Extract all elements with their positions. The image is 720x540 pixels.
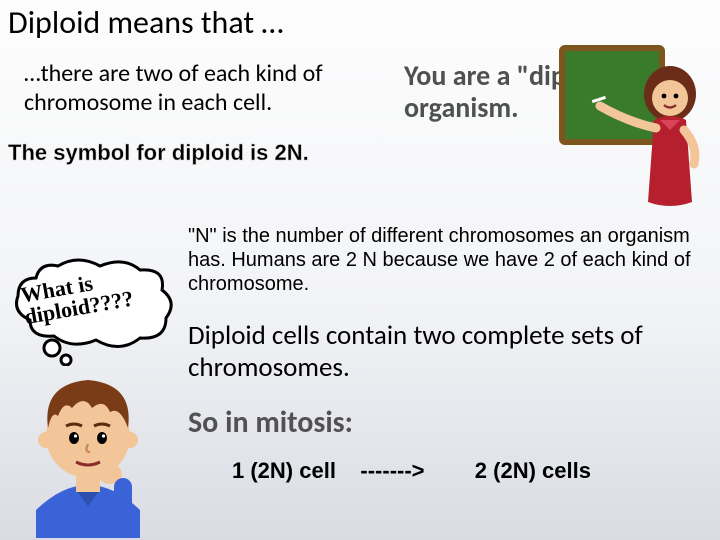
n-explanation-text: "N" is the number of different chromosom… xyxy=(188,224,704,296)
mitosis-right: 2 (2N) cells xyxy=(475,458,591,483)
teacher-illustration xyxy=(558,42,708,210)
slide-subtitle: …there are two of each kind of chromosom… xyxy=(24,60,364,118)
slide-title: Diploid means that … xyxy=(8,3,283,42)
mitosis-left: 1 (2N) cell xyxy=(232,458,336,483)
student-illustration xyxy=(18,350,158,538)
mitosis-heading: So in mitosis: xyxy=(188,404,353,441)
complete-sets-text: Diploid cells contain two complete sets … xyxy=(188,320,708,385)
mitosis-equation: 1 (2N) cell -------> 2 (2N) cells xyxy=(232,458,591,484)
mitosis-arrow: -------> xyxy=(360,458,424,483)
teacher-panel: You are a "diploid" organism. xyxy=(394,48,710,208)
symbol-statement: The symbol for diploid is 2N. xyxy=(8,140,309,166)
